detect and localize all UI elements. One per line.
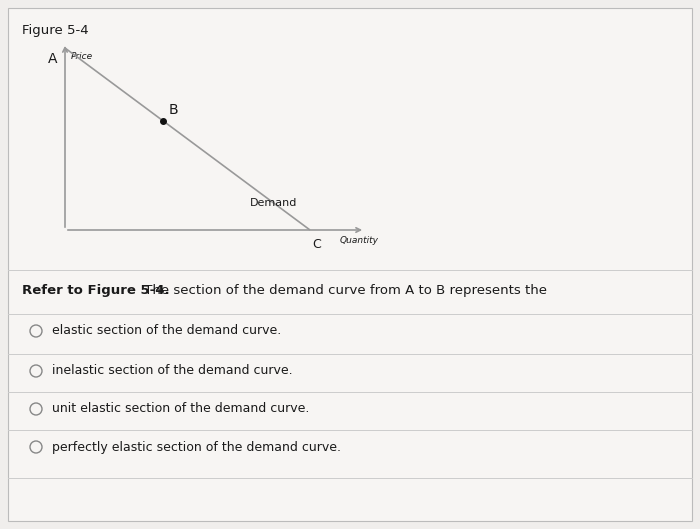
Text: unit elastic section of the demand curve.: unit elastic section of the demand curve… [52, 403, 309, 415]
Text: Quantity: Quantity [340, 236, 379, 245]
Text: Refer to Figure 5-4.: Refer to Figure 5-4. [22, 284, 169, 297]
Text: perfectly elastic section of the demand curve.: perfectly elastic section of the demand … [52, 441, 341, 453]
Text: Demand: Demand [250, 198, 298, 208]
Text: inelastic section of the demand curve.: inelastic section of the demand curve. [52, 364, 293, 378]
Text: Figure 5-4: Figure 5-4 [22, 24, 89, 37]
Text: A: A [48, 52, 57, 66]
Text: B: B [169, 103, 178, 117]
Text: C: C [312, 238, 321, 251]
Text: Price: Price [71, 52, 93, 61]
FancyBboxPatch shape [8, 8, 692, 521]
Text: elastic section of the demand curve.: elastic section of the demand curve. [52, 324, 281, 338]
Text: The section of the demand curve from A to B represents the: The section of the demand curve from A t… [140, 284, 547, 297]
